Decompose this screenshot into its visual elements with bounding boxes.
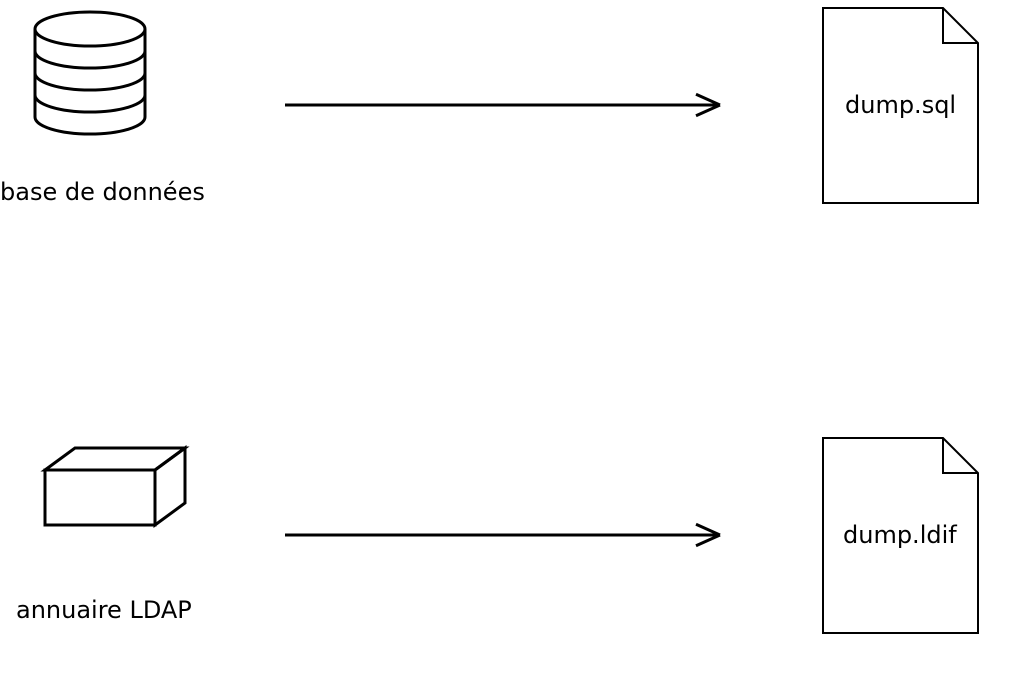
database-label: base de données: [0, 178, 205, 206]
ldap-label: annuaire LDAP: [16, 596, 192, 624]
file-ldif-label: dump.ldif: [843, 521, 957, 549]
file-sql-label: dump.sql: [845, 91, 956, 119]
